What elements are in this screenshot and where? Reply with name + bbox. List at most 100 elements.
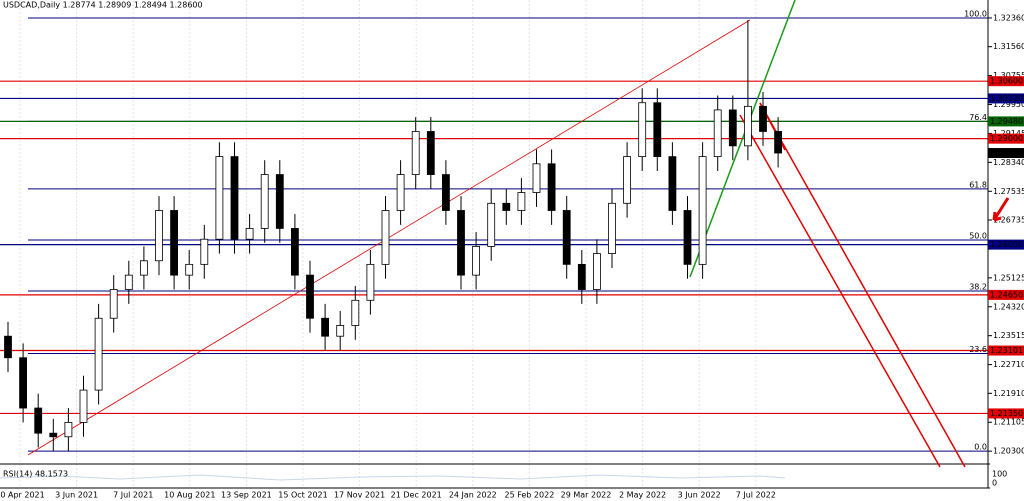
candle-body bbox=[34, 407, 43, 434]
candle-body bbox=[608, 202, 616, 254]
candle-body bbox=[713, 109, 722, 158]
candle-body bbox=[411, 131, 420, 175]
x-tick-label: 24 Jan 2022 bbox=[449, 491, 497, 500]
x-tick-label: 2 May 2022 bbox=[619, 491, 666, 500]
labels: 1.32360 1.31560 1.30755 1.29950 1.29145 1.283… bbox=[0, 9, 1024, 500]
candle-body bbox=[275, 174, 284, 229]
price-label-box bbox=[988, 93, 1024, 104]
candle-body bbox=[441, 174, 450, 211]
rsi-line bbox=[0, 474, 786, 481]
price-label: 1.30120 bbox=[990, 94, 1023, 103]
price-label-box bbox=[988, 116, 1024, 127]
candle-body bbox=[502, 202, 511, 211]
candle-body bbox=[64, 422, 73, 438]
candle-body bbox=[381, 210, 390, 265]
candle-body bbox=[170, 210, 179, 276]
y-tick-label: 1.21910 bbox=[993, 389, 1024, 398]
y-tick-label: 1.20300 bbox=[993, 447, 1024, 456]
x-tick-label: 3 Jun 2021 bbox=[55, 491, 98, 500]
candle-body bbox=[728, 109, 737, 147]
x-tick-label: 17 Nov 2021 bbox=[334, 491, 385, 500]
y-tick-label: 1.30755 bbox=[993, 71, 1024, 80]
x-tick-label: 3 Jun 2022 bbox=[678, 491, 721, 500]
y-tick-label: 1.27535 bbox=[993, 187, 1024, 196]
candle-body bbox=[245, 228, 254, 240]
candle-body bbox=[593, 253, 601, 290]
candle-body bbox=[4, 335, 12, 359]
candle-body bbox=[759, 105, 767, 132]
price-label: 1.23101 bbox=[990, 346, 1023, 355]
candle-body bbox=[306, 274, 314, 319]
price-label: 1.24650 bbox=[990, 290, 1023, 299]
price-label: 1.26050 bbox=[990, 240, 1023, 249]
x-tick-label: 7 Jul 2022 bbox=[736, 491, 776, 500]
y-tick-label: 1.32360 bbox=[993, 13, 1024, 22]
fib-label: 0.0 bbox=[974, 443, 987, 452]
rsi-axis-label: 100 bbox=[992, 470, 1007, 479]
price-label-box bbox=[988, 239, 1024, 250]
candle-body bbox=[472, 246, 481, 276]
trend-line bbox=[689, 0, 796, 278]
x-tick-label: 25 Feb 2022 bbox=[505, 491, 555, 500]
chart-title: USDCAD,Daily 1.28774 1.28909 1.28494 1.2… bbox=[3, 1, 203, 10]
candle-body bbox=[351, 299, 360, 326]
x-tick-label: 7 Jul 2021 bbox=[113, 491, 153, 500]
price-label: 1.21350 bbox=[990, 409, 1023, 418]
candle-body bbox=[19, 357, 28, 409]
channel-line bbox=[759, 102, 966, 468]
candle-body bbox=[532, 163, 541, 193]
y-tick-label: 1.21105 bbox=[993, 418, 1024, 427]
y-tick-label: 1.29145 bbox=[993, 129, 1024, 138]
x-tick-label: 15 Oct 2021 bbox=[278, 491, 327, 500]
candle-body bbox=[155, 210, 163, 262]
x-tick-label: 29 Mar 2022 bbox=[561, 491, 612, 500]
candle-body bbox=[577, 263, 586, 290]
rsi-label: RSI(14) 48.1573 bbox=[3, 470, 68, 479]
fib-label: 50.0 bbox=[969, 231, 987, 240]
fib-label: 23.6 bbox=[969, 345, 987, 354]
price-label-box bbox=[988, 133, 1024, 144]
y-tick-label: 1.28340 bbox=[993, 158, 1024, 167]
price-label-box bbox=[988, 345, 1024, 356]
candle-body bbox=[321, 317, 330, 337]
candle-body bbox=[517, 192, 526, 211]
candle-body bbox=[49, 432, 58, 438]
candle-body bbox=[396, 174, 405, 211]
y-tick-label: 1.23515 bbox=[993, 331, 1024, 340]
candle-body bbox=[744, 105, 752, 147]
candle-body bbox=[623, 156, 631, 204]
candle-body bbox=[230, 156, 239, 240]
grid bbox=[0, 0, 992, 488]
x-tick-label: 21 Dec 2021 bbox=[391, 491, 442, 500]
candle-body bbox=[547, 163, 556, 211]
price-label-box bbox=[988, 289, 1024, 300]
y-tick-label: 1.26735 bbox=[993, 216, 1024, 225]
candle-body bbox=[79, 389, 88, 423]
y-tick-label: 1.24320 bbox=[993, 302, 1024, 311]
price-label: 1.29480 bbox=[990, 117, 1023, 126]
candle-body bbox=[260, 174, 269, 229]
fib-label: 100.0 bbox=[964, 9, 987, 18]
y-tick-label: 1.29950 bbox=[993, 100, 1024, 109]
candle-body bbox=[426, 131, 435, 175]
y-tick-label: 1.25125 bbox=[993, 273, 1024, 282]
rsi-axis-label: 0 bbox=[992, 479, 997, 488]
candle-body bbox=[109, 289, 118, 319]
candle-body bbox=[124, 274, 133, 290]
candle-body bbox=[683, 210, 692, 265]
candle-body bbox=[185, 263, 194, 276]
x-tick-label: 13 Sep 2021 bbox=[221, 491, 272, 500]
candle-body bbox=[562, 210, 571, 265]
candle-body bbox=[336, 325, 345, 337]
channel-line bbox=[739, 114, 941, 468]
candle-body bbox=[638, 102, 647, 158]
candle-body bbox=[94, 317, 103, 391]
price-label: 1.28600 bbox=[990, 149, 1023, 158]
candle-body bbox=[200, 238, 209, 265]
x-tick-label: 10 Aug 2021 bbox=[164, 491, 215, 500]
y-tick-label: 1.31560 bbox=[993, 42, 1024, 51]
candle-body bbox=[653, 102, 662, 158]
candle-body bbox=[487, 202, 496, 247]
